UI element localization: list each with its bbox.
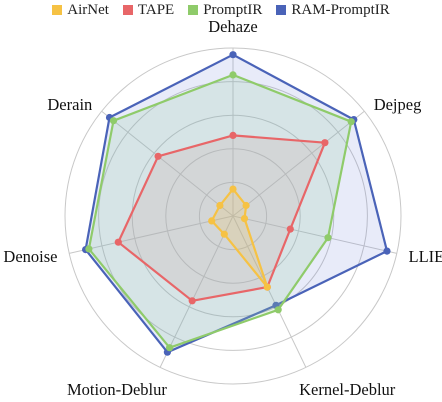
point-tape-motion-deblur — [188, 297, 196, 305]
point-airnet-llie — [240, 215, 249, 223]
point-tape-llie — [286, 225, 294, 233]
grid-spoke-derain — [101, 110, 234, 217]
point-promptir-dehaze — [229, 71, 237, 79]
legend-label-tape: TAPE — [137, 1, 175, 18]
radar-series — [82, 51, 391, 356]
point-promptir-denoise — [85, 245, 93, 253]
axis-label-derain: Derain — [47, 95, 92, 114]
point-airnet-dehaze — [229, 185, 237, 193]
legend-label-airnet: AirNet — [67, 1, 109, 18]
radar-axis-labels: Dehaze Dejpeg LLIE Kernel-Deblur Motion-Debl… — [3, 17, 442, 399]
axis-label-dehaze: Dehaze — [208, 17, 257, 36]
point-promptir-llie — [324, 234, 332, 242]
legend-item-airnet: AirNet — [52, 2, 109, 19]
legend-swatch-airnet — [52, 5, 63, 15]
point-promptir-derain — [109, 117, 118, 125]
point-ram-promptir-dehaze — [229, 51, 237, 59]
series-promptir — [85, 71, 355, 352]
point-airnet-dejpeg — [242, 201, 250, 210]
radar-grid — [64, 47, 402, 385]
point-tape-dejpeg — [321, 139, 329, 147]
legend-label-promptir: PromptIR — [203, 1, 263, 18]
point-airnet-kernel-deblur — [263, 283, 271, 291]
legend-item-tape: TAPE — [122, 1, 175, 19]
axis-label-denoise: Denoise — [3, 247, 57, 266]
legend-item-promptir: PromptIR — [188, 2, 262, 19]
series-area-tape — [117, 134, 326, 302]
axis-label-motion-deblur: Motion-Deblur — [67, 380, 167, 399]
point-ram-promptir-llie — [383, 247, 391, 255]
axis-label-llie: LLIE — [409, 247, 442, 266]
point-airnet-derain — [216, 201, 224, 210]
point-airnet-denoise — [208, 217, 216, 225]
legend-item-ram-promptir: RAM-PromptIR — [276, 1, 390, 19]
grid-spoke-dejpeg — [232, 110, 365, 217]
legend: AirNet TAPE PromptIR RAM-PromptIR — [0, 0, 442, 20]
grid-spoke-kernel-deblur — [232, 215, 307, 368]
axis-label-dejpeg: Dejpeg — [374, 95, 422, 114]
grid-spoke-motion-deblur — [159, 215, 234, 368]
series-airnet — [208, 185, 271, 291]
point-promptir-dejpeg — [347, 118, 355, 126]
legend-swatch-ram-promptir — [276, 5, 287, 15]
series-area-promptir — [87, 73, 353, 349]
grid-spoke-denoise — [69, 215, 234, 254]
legend-swatch-tape — [122, 5, 133, 15]
axis-label-kernel-deblur: Kernel-Deblur — [299, 380, 396, 399]
point-promptir-motion-deblur — [166, 344, 174, 352]
point-airnet-motion-deblur — [220, 230, 228, 238]
point-promptir-kernel-deblur — [274, 306, 282, 314]
point-tape-denoise — [114, 238, 122, 246]
legend-label-ram-promptir: RAM-PromptIR — [291, 1, 390, 18]
grid-spoke-llie — [232, 215, 397, 254]
point-tape-dehaze — [229, 131, 237, 139]
legend-swatch-promptir — [188, 5, 199, 15]
point-tape-derain — [154, 152, 162, 160]
series-tape — [114, 131, 329, 305]
